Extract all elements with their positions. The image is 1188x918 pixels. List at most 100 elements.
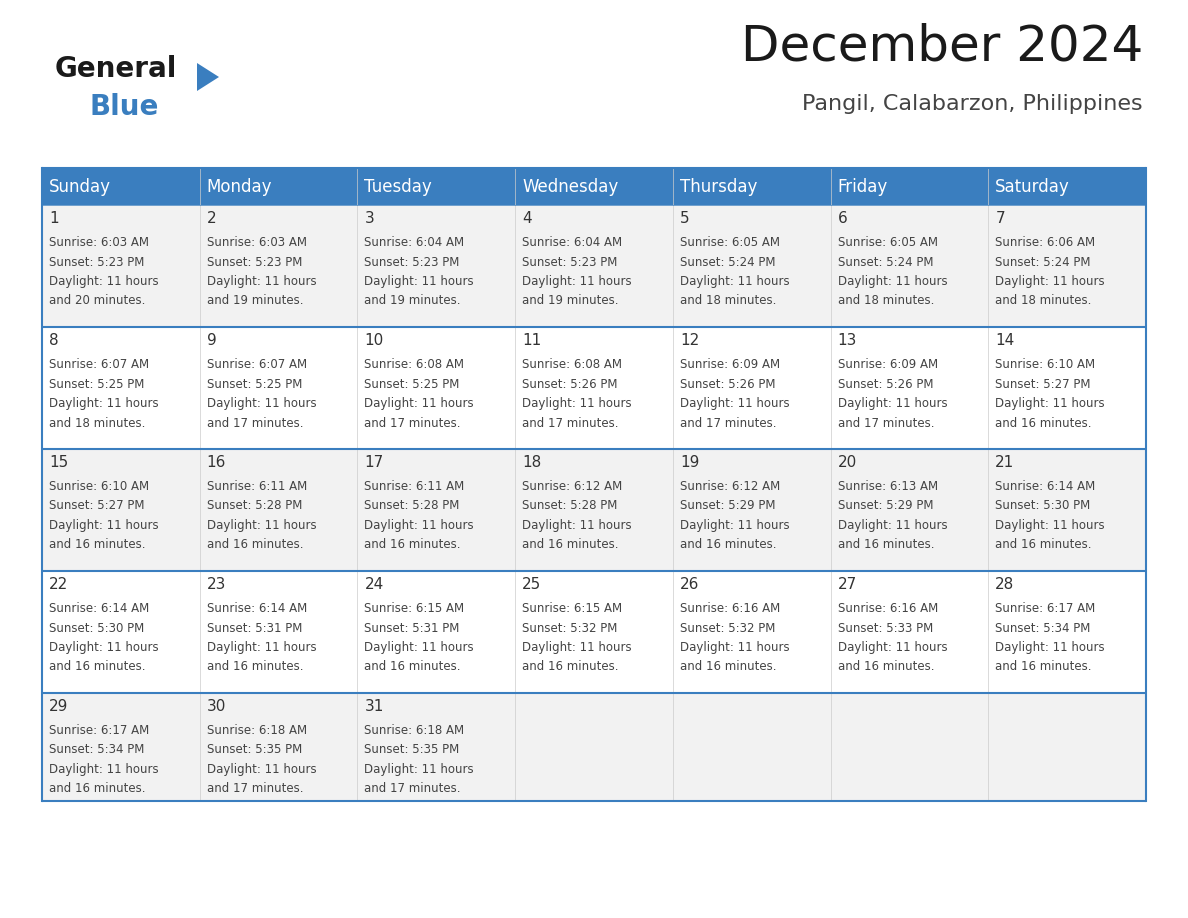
Text: and 16 minutes.: and 16 minutes.	[996, 417, 1092, 430]
Text: 4: 4	[523, 211, 532, 226]
Text: 14: 14	[996, 333, 1015, 348]
Bar	[516, 327, 672, 449]
Text: Daylight: 11 hours: Daylight: 11 hours	[207, 641, 316, 654]
Text: Sunset: 5:30 PM: Sunset: 5:30 PM	[996, 499, 1091, 512]
Text: Sunset: 5:27 PM: Sunset: 5:27 PM	[996, 377, 1091, 390]
Bar	[516, 571, 672, 693]
Text: Sunset: 5:35 PM: Sunset: 5:35 PM	[207, 744, 302, 756]
Text: and 18 minutes.: and 18 minutes.	[996, 295, 1092, 308]
Bar	[988, 205, 1146, 327]
Text: 26: 26	[680, 577, 700, 592]
Text: Sunrise: 6:05 AM: Sunrise: 6:05 AM	[838, 236, 937, 249]
Text: Sunset: 5:25 PM: Sunset: 5:25 PM	[365, 377, 460, 390]
Text: Sunset: 5:26 PM: Sunset: 5:26 PM	[680, 377, 776, 390]
Text: Sunrise: 6:12 AM: Sunrise: 6:12 AM	[680, 480, 781, 493]
Text: Blue: Blue	[90, 93, 159, 121]
Text: and 16 minutes.: and 16 minutes.	[680, 660, 776, 674]
Text: Sunrise: 6:18 AM: Sunrise: 6:18 AM	[365, 724, 465, 737]
Text: Sunset: 5:35 PM: Sunset: 5:35 PM	[365, 744, 460, 756]
Text: 11: 11	[523, 333, 542, 348]
Bar	[358, 327, 516, 449]
Text: Daylight: 11 hours: Daylight: 11 hours	[838, 397, 947, 410]
Bar	[672, 327, 830, 449]
Text: Sunset: 5:26 PM: Sunset: 5:26 PM	[523, 377, 618, 390]
Text: and 17 minutes.: and 17 minutes.	[523, 417, 619, 430]
Text: and 16 minutes.: and 16 minutes.	[207, 539, 303, 552]
Text: Daylight: 11 hours: Daylight: 11 hours	[49, 519, 159, 532]
Text: 7: 7	[996, 211, 1005, 226]
Bar	[672, 571, 830, 693]
Text: Daylight: 11 hours: Daylight: 11 hours	[365, 763, 474, 776]
Bar	[672, 205, 830, 327]
Text: Daylight: 11 hours: Daylight: 11 hours	[680, 275, 790, 288]
Text: Sunrise: 6:17 AM: Sunrise: 6:17 AM	[996, 602, 1095, 615]
Text: and 19 minutes.: and 19 minutes.	[365, 295, 461, 308]
Text: 22: 22	[49, 577, 68, 592]
Text: Sunrise: 6:17 AM: Sunrise: 6:17 AM	[49, 724, 150, 737]
Text: and 16 minutes.: and 16 minutes.	[996, 539, 1092, 552]
Text: and 16 minutes.: and 16 minutes.	[207, 660, 303, 674]
Bar	[42, 205, 200, 327]
Text: Sunrise: 6:14 AM: Sunrise: 6:14 AM	[207, 602, 307, 615]
Text: Daylight: 11 hours: Daylight: 11 hours	[207, 275, 316, 288]
Text: Daylight: 11 hours: Daylight: 11 hours	[49, 275, 159, 288]
Text: 17: 17	[365, 455, 384, 470]
Text: Daylight: 11 hours: Daylight: 11 hours	[523, 397, 632, 410]
Text: Sunset: 5:24 PM: Sunset: 5:24 PM	[680, 255, 776, 268]
Text: Thursday: Thursday	[680, 177, 757, 196]
Text: Sunset: 5:28 PM: Sunset: 5:28 PM	[523, 499, 618, 512]
Text: Daylight: 11 hours: Daylight: 11 hours	[49, 763, 159, 776]
Bar	[988, 449, 1146, 571]
Text: and 18 minutes.: and 18 minutes.	[49, 417, 145, 430]
Text: 20: 20	[838, 455, 857, 470]
Text: Sunset: 5:32 PM: Sunset: 5:32 PM	[680, 621, 776, 634]
Bar	[672, 449, 830, 571]
Text: 23: 23	[207, 577, 226, 592]
Text: Sunrise: 6:11 AM: Sunrise: 6:11 AM	[365, 480, 465, 493]
Text: 18: 18	[523, 455, 542, 470]
Text: Daylight: 11 hours: Daylight: 11 hours	[523, 641, 632, 654]
Text: Sunset: 5:29 PM: Sunset: 5:29 PM	[838, 499, 933, 512]
Bar	[830, 693, 988, 801]
Text: Daylight: 11 hours: Daylight: 11 hours	[996, 519, 1105, 532]
Text: Wednesday: Wednesday	[523, 177, 619, 196]
Text: Daylight: 11 hours: Daylight: 11 hours	[49, 641, 159, 654]
Text: and 16 minutes.: and 16 minutes.	[49, 660, 145, 674]
Text: Monday: Monday	[207, 177, 272, 196]
Text: Sunset: 5:34 PM: Sunset: 5:34 PM	[49, 744, 145, 756]
Bar	[200, 168, 358, 205]
Bar	[200, 571, 358, 693]
Text: Daylight: 11 hours: Daylight: 11 hours	[365, 519, 474, 532]
Text: Daylight: 11 hours: Daylight: 11 hours	[680, 519, 790, 532]
Text: Sunset: 5:32 PM: Sunset: 5:32 PM	[523, 621, 618, 634]
Text: Sunrise: 6:15 AM: Sunrise: 6:15 AM	[523, 602, 623, 615]
Text: Sunrise: 6:12 AM: Sunrise: 6:12 AM	[523, 480, 623, 493]
Text: and 19 minutes.: and 19 minutes.	[523, 295, 619, 308]
Text: Daylight: 11 hours: Daylight: 11 hours	[207, 763, 316, 776]
Text: 25: 25	[523, 577, 542, 592]
Bar	[200, 449, 358, 571]
Text: 16: 16	[207, 455, 226, 470]
Text: Sunday: Sunday	[49, 177, 110, 196]
Text: Sunset: 5:29 PM: Sunset: 5:29 PM	[680, 499, 776, 512]
Text: Daylight: 11 hours: Daylight: 11 hours	[680, 397, 790, 410]
Bar	[42, 327, 200, 449]
Text: 10: 10	[365, 333, 384, 348]
Bar	[358, 693, 516, 801]
Text: Daylight: 11 hours: Daylight: 11 hours	[49, 397, 159, 410]
Text: 15: 15	[49, 455, 68, 470]
Text: Daylight: 11 hours: Daylight: 11 hours	[838, 519, 947, 532]
Text: Friday: Friday	[838, 177, 887, 196]
Text: December 2024: December 2024	[741, 22, 1143, 70]
Text: and 17 minutes.: and 17 minutes.	[680, 417, 776, 430]
Text: Sunrise: 6:11 AM: Sunrise: 6:11 AM	[207, 480, 307, 493]
Text: Sunrise: 6:04 AM: Sunrise: 6:04 AM	[365, 236, 465, 249]
Text: Pangil, Calabarzon, Philippines: Pangil, Calabarzon, Philippines	[802, 94, 1143, 114]
Text: Sunset: 5:25 PM: Sunset: 5:25 PM	[207, 377, 302, 390]
Text: Sunrise: 6:14 AM: Sunrise: 6:14 AM	[49, 602, 150, 615]
Text: Sunrise: 6:04 AM: Sunrise: 6:04 AM	[523, 236, 623, 249]
Text: Sunrise: 6:05 AM: Sunrise: 6:05 AM	[680, 236, 779, 249]
Text: Sunrise: 6:16 AM: Sunrise: 6:16 AM	[680, 602, 781, 615]
Text: Daylight: 11 hours: Daylight: 11 hours	[523, 519, 632, 532]
Bar	[672, 693, 830, 801]
